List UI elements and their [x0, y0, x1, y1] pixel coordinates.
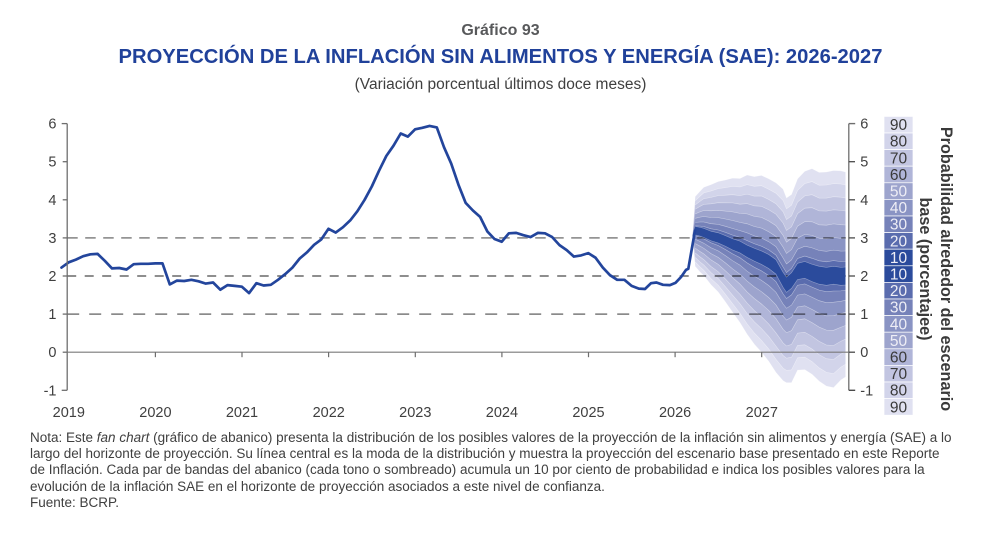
svg-text:3: 3 [48, 231, 56, 247]
svg-text:60: 60 [890, 167, 908, 184]
svg-text:40: 40 [890, 316, 908, 333]
svg-text:2021: 2021 [226, 405, 258, 421]
svg-text:10: 10 [890, 250, 908, 267]
svg-text:2026: 2026 [659, 405, 691, 421]
svg-text:2023: 2023 [399, 405, 431, 421]
svg-text:70: 70 [890, 150, 908, 167]
svg-text:Probabilidad alrededor del esc: Probabilidad alrededor del escenario [937, 127, 955, 411]
svg-text:2027: 2027 [746, 405, 778, 421]
svg-text:4: 4 [860, 193, 868, 209]
svg-text:70: 70 [890, 366, 908, 383]
svg-text:4: 4 [48, 193, 56, 209]
svg-text:90: 90 [890, 117, 908, 134]
svg-text:6: 6 [48, 117, 56, 133]
svg-text:50: 50 [890, 333, 908, 350]
svg-text:40: 40 [890, 200, 908, 217]
svg-text:80: 80 [890, 383, 908, 400]
svg-text:0: 0 [48, 345, 56, 361]
svg-text:20: 20 [890, 283, 908, 300]
svg-text:base (porcentajee): base (porcentajee) [916, 197, 934, 340]
svg-text:2024: 2024 [486, 405, 518, 421]
svg-text:0: 0 [860, 345, 868, 361]
svg-text:2020: 2020 [139, 405, 171, 421]
svg-text:3: 3 [860, 231, 868, 247]
svg-text:90: 90 [890, 399, 908, 416]
svg-text:5: 5 [860, 155, 868, 171]
svg-text:30: 30 [890, 217, 908, 234]
svg-text:2025: 2025 [572, 405, 604, 421]
svg-text:5: 5 [48, 155, 56, 171]
svg-text:60: 60 [890, 350, 908, 367]
svg-text:50: 50 [890, 184, 908, 201]
svg-text:1: 1 [48, 307, 56, 323]
svg-text:30: 30 [890, 300, 908, 317]
svg-text:2019: 2019 [53, 405, 85, 421]
svg-text:20: 20 [890, 233, 908, 250]
svg-text:6: 6 [860, 117, 868, 133]
svg-text:1: 1 [860, 307, 868, 323]
svg-text:2: 2 [48, 269, 56, 285]
svg-text:80: 80 [890, 134, 908, 151]
svg-text:-1: -1 [44, 383, 57, 399]
svg-text:-1: -1 [860, 383, 873, 399]
svg-text:2: 2 [860, 269, 868, 285]
svg-text:2022: 2022 [313, 405, 345, 421]
svg-text:10: 10 [890, 267, 908, 284]
